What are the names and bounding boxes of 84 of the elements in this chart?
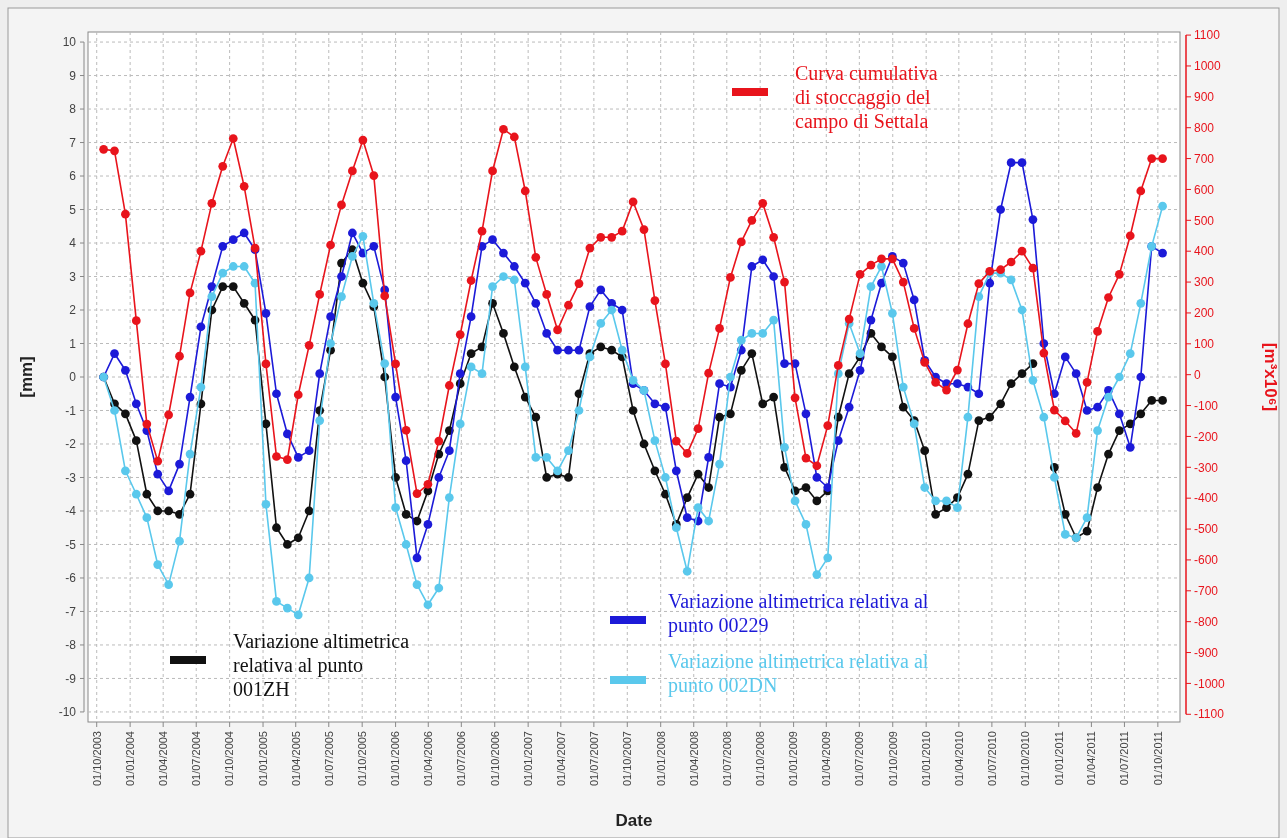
y-tick-label: 8 bbox=[69, 102, 77, 117]
x-tick-label: 01/10/2005 bbox=[356, 731, 369, 787]
x-tick-label: 01/01/2011 bbox=[1052, 731, 1065, 786]
y-tick-label: -5 bbox=[65, 537, 77, 552]
legend-label: Variazione altimetrica relativa al punto 002DN bbox=[668, 650, 929, 697]
x-tick-label: 01/10/2007 bbox=[621, 731, 634, 787]
x-tick-label: 01/10/2003 bbox=[90, 731, 103, 787]
y2-tick-label: -1000 bbox=[1194, 676, 1226, 691]
y-tick-label: -4 bbox=[65, 504, 77, 519]
y2-tick-label: 900 bbox=[1194, 90, 1215, 105]
y-axis-title: [mm] bbox=[17, 356, 36, 398]
y2-tick-label: -300 bbox=[1194, 460, 1219, 475]
x-tick-label: 01/04/2011 bbox=[1085, 731, 1098, 786]
y2-tick-label: -100 bbox=[1194, 398, 1219, 413]
y-tick-label: -7 bbox=[65, 604, 77, 619]
y-tick-label: 2 bbox=[69, 303, 77, 318]
x-tick-label: 01/01/2007 bbox=[521, 731, 534, 787]
x-tick-label: 01/04/2009 bbox=[820, 731, 833, 787]
y2-tick-label: 0 bbox=[1194, 367, 1201, 382]
x-tick-label: 01/01/2009 bbox=[787, 731, 800, 787]
y2-tick-label: -400 bbox=[1194, 491, 1219, 506]
x-tick-label: 01/07/2004 bbox=[190, 731, 203, 787]
x-tick-label: 01/10/2011 bbox=[1151, 731, 1164, 786]
y-tick-label: -3 bbox=[65, 470, 77, 485]
y2-tick-label: 500 bbox=[1194, 213, 1215, 228]
y-tick-label: 6 bbox=[69, 169, 77, 184]
x-tick-label: 01/07/2005 bbox=[322, 731, 335, 787]
y2-tick-label: -800 bbox=[1194, 614, 1219, 629]
y2-tick-label: 1100 bbox=[1194, 28, 1221, 43]
x-tick-label: 01/10/2010 bbox=[1019, 731, 1032, 787]
y-tick-label: -6 bbox=[65, 571, 77, 586]
legend-label: Curva cumulativa di stoccaggio del campo di Settala bbox=[795, 62, 938, 133]
x-tick-label: 01/07/2006 bbox=[455, 731, 468, 787]
y-tick-label: 7 bbox=[69, 135, 77, 150]
y-tick-label: -10 bbox=[58, 705, 77, 720]
x-tick-label: 01/04/2008 bbox=[687, 731, 700, 787]
y2-tick-label: 200 bbox=[1194, 306, 1215, 321]
y-tick-label: 5 bbox=[69, 202, 77, 217]
y-tick-label: 10 bbox=[62, 35, 77, 50]
y-tick-label: -2 bbox=[65, 437, 77, 452]
y2-axis-title: [m³x10⁶] bbox=[1261, 342, 1280, 412]
x-tick-label: 01/10/2004 bbox=[223, 731, 236, 787]
x-tick-label: 01/04/2010 bbox=[952, 731, 965, 787]
legend-label: Variazione altimetrica relativa al punto 001ZH bbox=[233, 630, 410, 700]
x-tick-label: 01/04/2007 bbox=[554, 731, 567, 787]
x-tick-label: 01/04/2005 bbox=[289, 731, 302, 787]
x-tick-label: 01/07/2008 bbox=[720, 731, 733, 787]
y2-tick-label: 1000 bbox=[1194, 59, 1222, 74]
legend-label: Variazione altimetrica relativa al punto 00229 bbox=[668, 590, 929, 637]
y2-tick-label: 700 bbox=[1194, 151, 1215, 166]
y-tick-label: 9 bbox=[69, 68, 77, 83]
y-tick-label: -8 bbox=[65, 638, 77, 653]
y-tick-label: -1 bbox=[65, 403, 77, 418]
y2-tick-label: 800 bbox=[1194, 120, 1215, 135]
x-tick-label: 01/01/2004 bbox=[123, 731, 136, 787]
x-tick-label: 01/10/2008 bbox=[754, 731, 767, 787]
x-tick-label: 01/07/2007 bbox=[587, 731, 600, 787]
y2-tick-label: -500 bbox=[1194, 522, 1219, 537]
y-tick-label: 0 bbox=[69, 370, 77, 385]
x-tick-label: 01/04/2006 bbox=[422, 731, 435, 787]
x-tick-label: 01/01/2005 bbox=[256, 731, 269, 787]
y-tick-label: -9 bbox=[65, 671, 77, 686]
y-tick-label: 3 bbox=[69, 269, 77, 284]
y2-tick-label: -700 bbox=[1194, 583, 1219, 598]
y2-tick-label: 300 bbox=[1194, 275, 1215, 290]
y-tick-label: 1 bbox=[69, 336, 77, 351]
y2-tick-label: -600 bbox=[1194, 553, 1219, 568]
x-tick-label: 01/07/2009 bbox=[853, 731, 866, 787]
x-tick-label: 01/01/2008 bbox=[654, 731, 667, 787]
y2-tick-label: -900 bbox=[1194, 645, 1219, 660]
x-tick-label: 01/10/2009 bbox=[886, 731, 899, 787]
y2-tick-label: -200 bbox=[1194, 429, 1219, 444]
x-tick-label: 01/01/2006 bbox=[389, 731, 402, 787]
x-axis-title: Date bbox=[615, 811, 653, 830]
y-tick-label: 4 bbox=[69, 236, 77, 251]
x-tick-label: 01/07/2011 bbox=[1118, 731, 1131, 786]
x-tick-label: 01/07/2010 bbox=[985, 731, 998, 787]
y2-tick-label: 100 bbox=[1194, 337, 1215, 352]
x-tick-label: 01/10/2006 bbox=[488, 731, 501, 787]
y2-tick-label: -1100 bbox=[1194, 707, 1225, 722]
x-tick-label: 01/04/2004 bbox=[157, 731, 170, 787]
y2-tick-label: 600 bbox=[1194, 182, 1215, 197]
y2-tick-label: 400 bbox=[1194, 244, 1215, 259]
x-tick-label: 01/01/2010 bbox=[920, 731, 933, 787]
